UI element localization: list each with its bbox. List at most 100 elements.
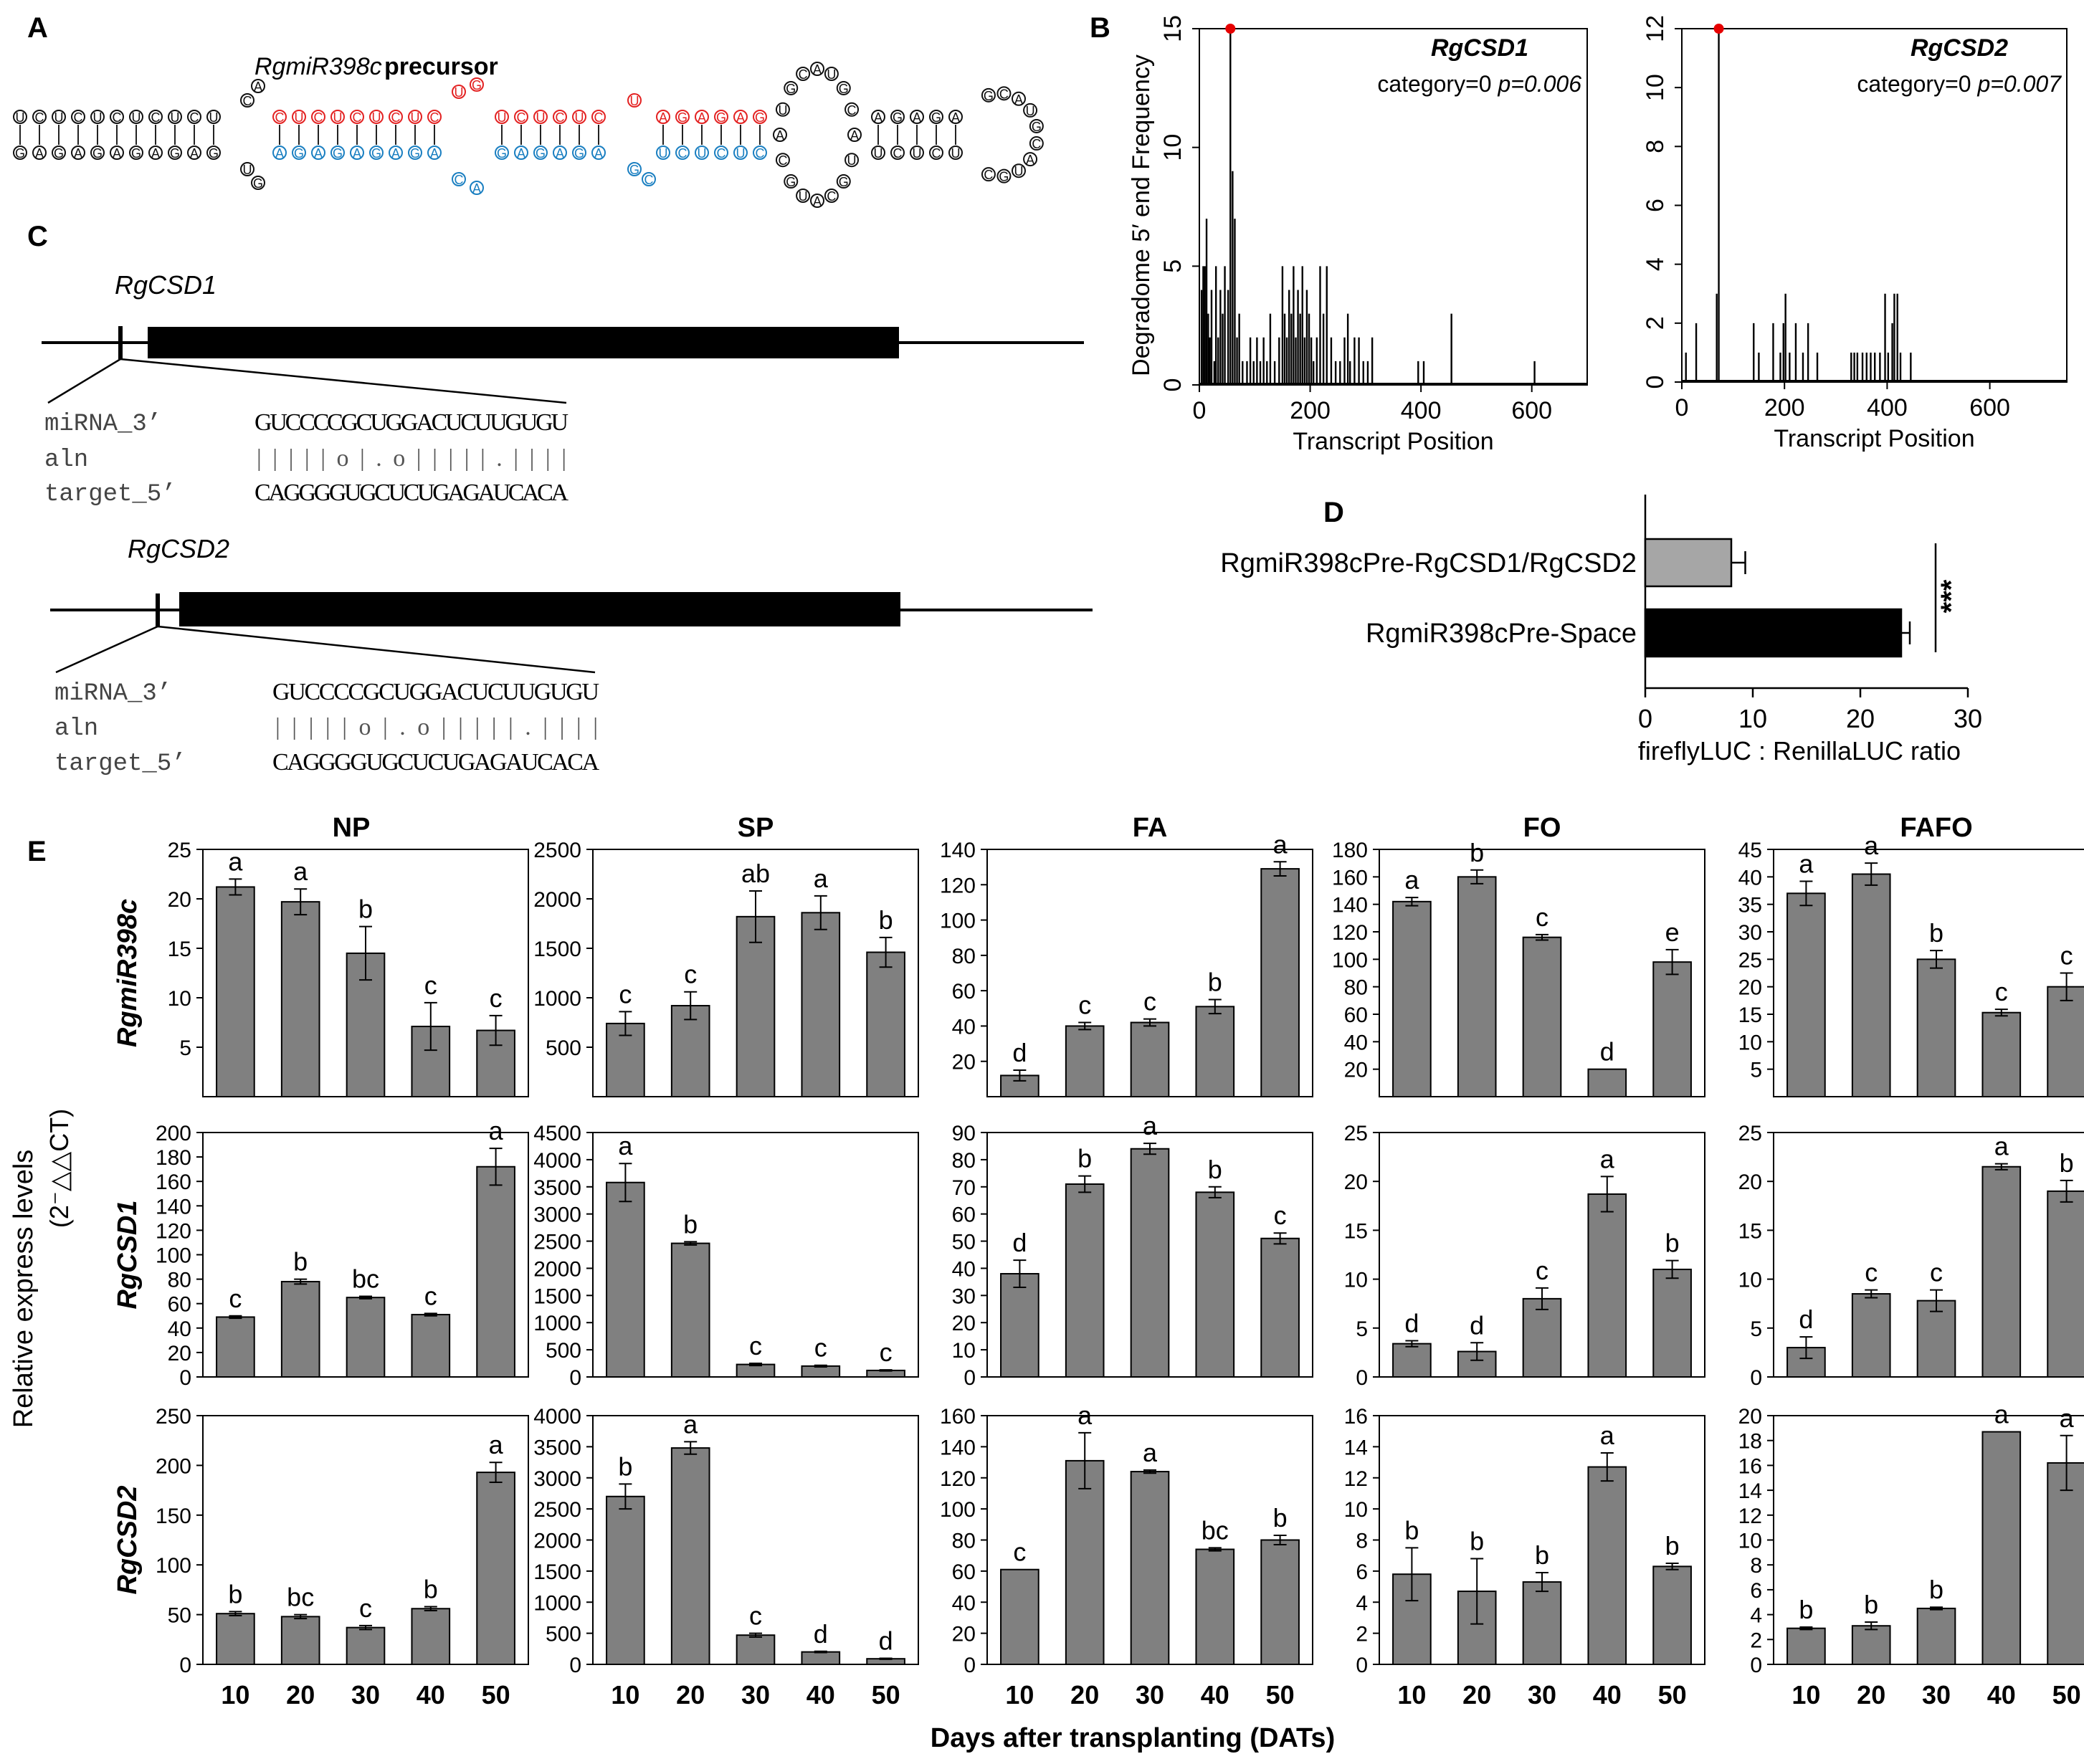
y-tick-label: 3500 <box>533 1436 581 1459</box>
y-tick-label: 12 <box>1738 1505 1762 1528</box>
nucleotide <box>810 62 824 76</box>
y-tick-label: 14 <box>1344 1436 1368 1459</box>
significance-letter: b <box>1404 1515 1419 1545</box>
significance-letter: bc <box>352 1264 379 1293</box>
y-tick-label: 50 <box>168 1604 191 1628</box>
nucleotide-letter: G <box>472 78 482 92</box>
significance-letter: c <box>424 971 437 1000</box>
gene-row-label: RgmiR398c <box>113 899 143 1047</box>
nucleotide-letter: U <box>951 146 961 161</box>
y-tick-label: 80 <box>168 1269 191 1292</box>
nucleotide <box>836 80 851 95</box>
x-tick-label: 0 <box>1675 394 1689 421</box>
nucleotide-letter: U <box>874 146 883 161</box>
precursor-title: RgmiR398c precursor <box>254 53 498 80</box>
expression-bar <box>1522 1297 1562 1378</box>
significance-letter: c <box>1013 1537 1026 1567</box>
peak-marker <box>1225 24 1236 34</box>
nucleotide-letter: C <box>847 103 857 118</box>
y-tick-label: 0 <box>1356 1654 1368 1677</box>
nucleotide <box>824 67 839 82</box>
expression-bar <box>1916 958 1956 1098</box>
nucleotide <box>796 67 811 82</box>
panel-label-c: C <box>27 221 48 252</box>
nucleotide-letter: A <box>314 146 323 161</box>
nucleotide-letter: A <box>430 146 439 161</box>
expression-bar <box>1000 1568 1039 1666</box>
y-tick-label: 0 <box>1159 378 1186 392</box>
nucleotide-letter: A <box>850 128 859 143</box>
nucleotide <box>1012 163 1026 178</box>
expression-bar <box>1522 936 1562 1097</box>
nucleotide <box>714 110 728 124</box>
significance-letter: a <box>1143 1111 1158 1140</box>
significance-letter: a <box>1600 1144 1615 1173</box>
nucleotide-letter: C <box>275 110 285 125</box>
qpcr-subplot: 0 10 20 30 40 50 60 70 80 90 d b a b c <box>952 1111 1313 1390</box>
y-tick-label: 10 <box>1159 134 1186 161</box>
nucleotide-letter: A <box>556 146 564 161</box>
significance-letter: a <box>618 1131 633 1160</box>
y-tick-label: 8 <box>1356 1530 1368 1553</box>
nucleotide-letter: A <box>74 146 82 161</box>
nucleotide-letter: U <box>778 103 787 118</box>
day-label: 40 <box>417 1680 445 1710</box>
significance-letter: c <box>1995 977 2008 1006</box>
nucleotide-letter: A <box>113 146 121 161</box>
luciferase-bar-chart: RgmiR398cPre-RgCSD1/RgCSD2 RgmiR398cPre-S… <box>1220 495 1982 766</box>
y-tick-label: 60 <box>1344 1003 1368 1027</box>
nucleotide-letter: U <box>1026 104 1035 118</box>
nucleotide <box>553 146 567 160</box>
nucleotide <box>627 162 642 176</box>
nucleotide-letter: U <box>16 110 25 125</box>
nucleotide <box>129 110 143 124</box>
y-tick-label: 2 <box>1750 1629 1762 1652</box>
y-tick-label: 20 <box>1738 1405 1762 1429</box>
nucleotide-letter: A <box>1014 92 1023 107</box>
nucleotide-letter: A <box>913 110 921 125</box>
expression-bar <box>2047 986 2084 1097</box>
nucleotide <box>495 146 509 160</box>
plot-frame <box>1199 28 1588 386</box>
y-tick-label: 2000 <box>533 1257 581 1281</box>
expression-bar <box>1195 1006 1235 1097</box>
y-tick-label: 1500 <box>533 1284 581 1308</box>
y-tick-label: 4500 <box>533 1122 581 1145</box>
nucleotide-letter: U <box>411 110 420 125</box>
cds-box-rgcsd2 <box>179 592 900 626</box>
significance-letter: c <box>490 983 503 1013</box>
nucleotide-letter: G <box>716 110 726 125</box>
nucleotide-letter: U <box>333 110 343 125</box>
nucleotide <box>784 174 799 189</box>
nucleotide <box>675 110 690 124</box>
y-tick-label: 2000 <box>533 888 581 912</box>
nucleotide <box>675 146 690 160</box>
y-tick-label: 10 <box>168 987 191 1011</box>
nucleotide-letter: G <box>786 82 796 96</box>
nucleotide-letter: C <box>893 146 903 161</box>
qpcr-subplot: 0 50 100 150 200 250 b bc c b a <box>156 1405 529 1677</box>
nucleotide-letter: C <box>243 94 252 108</box>
nucleotide-letter: C <box>113 110 122 125</box>
y-tick-label: 16 <box>1738 1454 1762 1478</box>
expression-bar <box>1981 1011 2022 1097</box>
significance-letter: c <box>1536 902 1548 932</box>
expression-bar <box>1916 1607 1956 1666</box>
y-tick-label: 1500 <box>533 938 581 961</box>
y-tick-label: 200 <box>156 1122 191 1145</box>
nucleotide-letter: A <box>874 110 882 125</box>
ylabel-sub: (2⁻△△CT) <box>44 1109 74 1228</box>
y-tick-label: 10 <box>952 1339 976 1363</box>
expression-bar <box>606 1495 645 1665</box>
y-tick-label: 20 <box>1344 1171 1368 1194</box>
y-tick-label: 140 <box>940 1436 976 1459</box>
y-tick-label: 0 <box>569 1654 581 1677</box>
significance-letter: b <box>1208 1155 1222 1184</box>
y-tick-label: 1500 <box>533 1560 581 1584</box>
nucleotide <box>495 110 509 124</box>
nucleotide <box>910 110 924 124</box>
y-tick-label: 80 <box>952 1149 976 1173</box>
nucleotide-letter: A <box>594 146 603 161</box>
y-tick-label: 2500 <box>533 1498 581 1522</box>
nucleotide-letter: G <box>984 89 994 103</box>
